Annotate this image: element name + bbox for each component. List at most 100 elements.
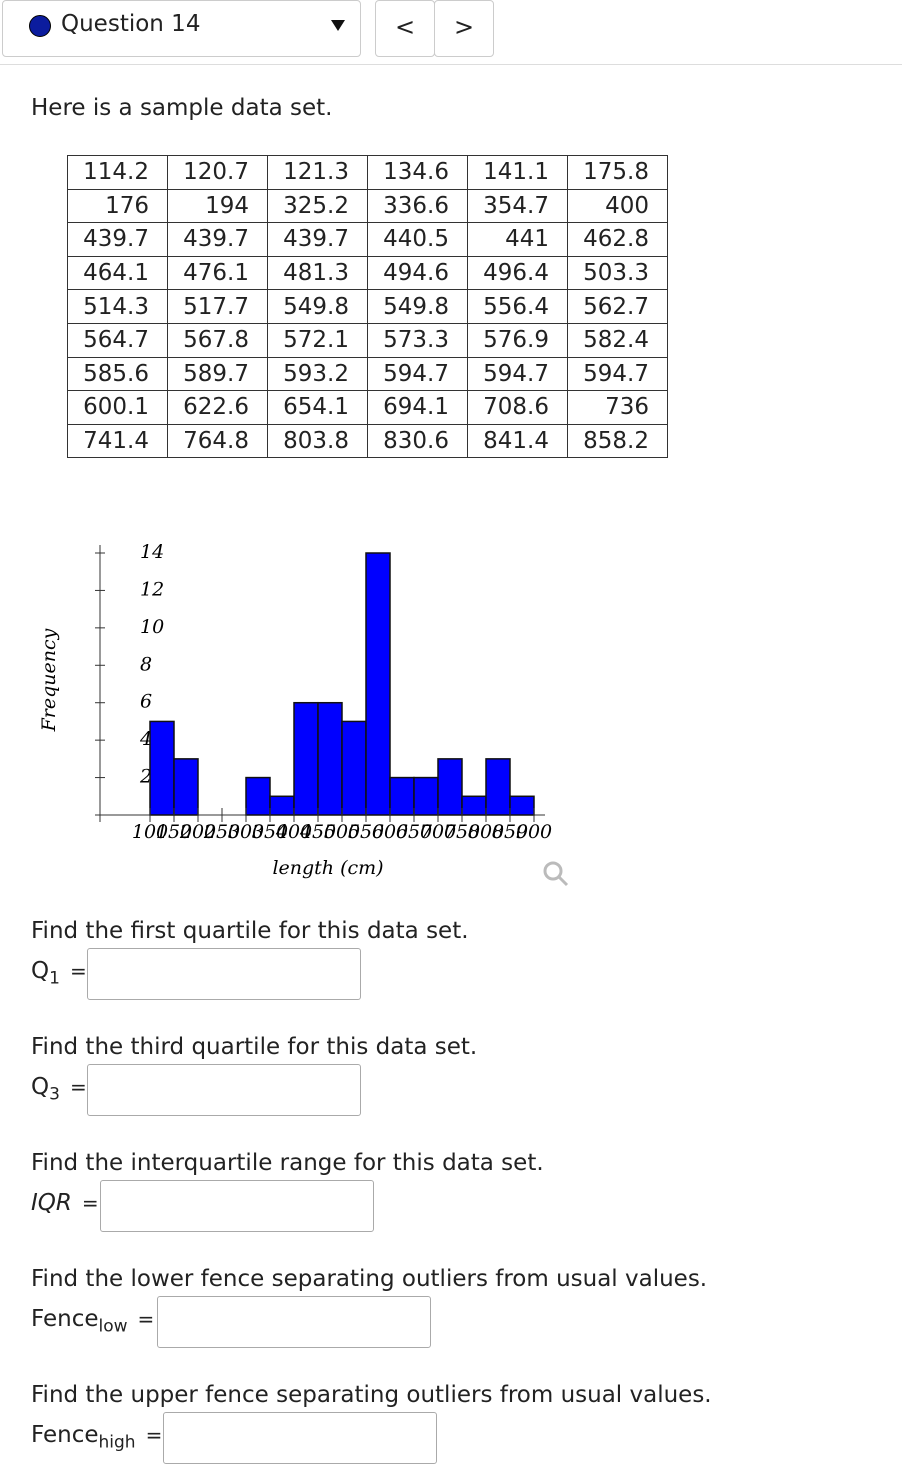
table-cell: 336.6 (367, 188, 468, 224)
x-tick-label: 300 (228, 821, 264, 843)
x-tick-label: 450 (299, 821, 336, 843)
table-row: 439.7 439.7 439.7 440.5 441 462.8 (67, 222, 668, 257)
dropdown-arrow (331, 20, 345, 31)
bar (245, 776, 271, 816)
x-tick-label: 150 (156, 821, 192, 843)
table-cell: 576.9 (467, 322, 568, 358)
table-cell: 496.4 (467, 255, 568, 291)
label-text: Q (31, 958, 50, 984)
table-cell: 134.6 (367, 155, 468, 190)
table-cell: 114.2 (67, 155, 168, 190)
x-tick-label: 400 (275, 821, 312, 843)
y-tick-label: 4 (139, 728, 152, 750)
label-subscript: low (98, 1316, 128, 1337)
table-cell: 464.1 (67, 255, 168, 291)
answer-input[interactable] (87, 1064, 361, 1116)
table-cell: 354.7 (467, 188, 568, 224)
bar (485, 758, 511, 816)
table-cell: 589.7 (167, 356, 268, 392)
question-prompt: Find the lower fence separating outliers… (31, 1266, 708, 1292)
label-text: Fence (31, 1422, 99, 1448)
table-row: 564.7 567.8 572.1 573.3 576.9 582.4 (67, 322, 668, 358)
table-cell: 585.6 (67, 356, 168, 392)
table-cell: 573.3 (367, 322, 468, 358)
zoom-icon[interactable] (543, 861, 569, 887)
x-tick-label: 800 (468, 821, 504, 843)
table-cell: 841.4 (467, 423, 568, 459)
question-prompt: Find the third quartile for this data se… (31, 1034, 478, 1060)
table-cell: 594.7 (467, 356, 568, 392)
table-cell: 694.1 (367, 390, 468, 425)
y-tick-label: 12 (140, 578, 164, 600)
equals-sign: = (145, 1423, 163, 1447)
answer-input[interactable] (100, 1180, 374, 1232)
table-cell: 593.2 (267, 356, 368, 392)
data-table: 114.2 120.7 121.3 134.6 141.1 175.8 176 194 325.… (67, 155, 668, 459)
table-cell: 556.4 (467, 289, 568, 324)
answer-label: Fencehigh = (31, 1422, 162, 1453)
table-cell: 141.1 (467, 155, 568, 190)
bar (317, 701, 343, 816)
table-cell: 176 (67, 188, 168, 224)
equals-sign: = (69, 959, 87, 983)
equals-sign: = (81, 1191, 99, 1215)
x-tick-label: 100 (132, 821, 168, 843)
bar (509, 795, 535, 816)
intro-text: Here is a sample data set. (31, 95, 333, 121)
bar (149, 720, 175, 816)
x-tick-label: 350 (252, 821, 288, 843)
divider (0, 64, 902, 65)
histogram: 2 4 6 8 10 12 14 100150200250300350400450500550… (38, 541, 569, 887)
table-cell: 600.1 (67, 390, 168, 425)
table-cell: 562.7 (567, 289, 668, 324)
answer-label: Q3 = (31, 1074, 87, 1105)
table-cell: 439.7 (67, 222, 168, 257)
table-cell: 440.5 (367, 222, 468, 257)
table-cell: 736 (567, 390, 668, 425)
bar (269, 795, 295, 816)
table-cell: 549.8 (267, 289, 368, 324)
bar (437, 758, 463, 816)
table-row: 176 194 325.2 336.6 354.7 400 (67, 188, 668, 224)
label-subscript: 3 (49, 1084, 60, 1105)
bar (461, 795, 487, 816)
question-title: Question 14 (61, 11, 201, 37)
table-cell: 514.3 (67, 289, 168, 324)
table-cell: 400 (567, 188, 668, 224)
bar (173, 758, 199, 816)
bar (341, 720, 367, 816)
label-text: Fence (31, 1306, 99, 1332)
status-dot (29, 15, 51, 37)
x-tick-label: 700 (420, 821, 456, 843)
y-axis-label: Frequency (38, 628, 60, 732)
y-tick-label: 2 (139, 766, 152, 788)
table-cell: 858.2 (567, 423, 668, 459)
x-tick-label: 550 (348, 821, 384, 843)
table-row: 600.1 622.6 654.1 694.1 708.6 736 (67, 390, 668, 425)
table-cell: 503.3 (567, 255, 668, 291)
answer-label: Fencelow = (31, 1306, 154, 1337)
table-cell: 121.3 (267, 155, 368, 190)
answer-input[interactable] (157, 1296, 431, 1348)
equals-sign: = (137, 1307, 155, 1331)
x-tick-label: 750 (444, 821, 480, 843)
answer-input[interactable] (163, 1412, 437, 1464)
question-selector[interactable] (2, 0, 361, 57)
table-cell: 622.6 (167, 390, 268, 425)
answer-label: Q1 = (31, 958, 87, 989)
label-text: IQR (31, 1190, 72, 1216)
table-cell: 830.6 (367, 423, 468, 459)
table-cell: 481.3 (267, 255, 368, 291)
table-cell: 764.8 (167, 423, 268, 459)
table-row: 514.3 517.7 549.8 549.8 556.4 562.7 (67, 289, 668, 324)
prev-button[interactable]: < (375, 0, 435, 57)
table-cell: 572.1 (267, 322, 368, 358)
table-cell: 803.8 (267, 423, 368, 459)
table-cell: 582.4 (567, 322, 668, 358)
answer-input[interactable] (87, 948, 361, 1000)
answer-label: IQR = (31, 1190, 99, 1216)
bar (413, 776, 439, 816)
next-button[interactable]: > (434, 0, 494, 57)
table-row: 464.1 476.1 481.3 494.6 496.4 503.3 (67, 255, 668, 291)
table-cell: 476.1 (167, 255, 268, 291)
